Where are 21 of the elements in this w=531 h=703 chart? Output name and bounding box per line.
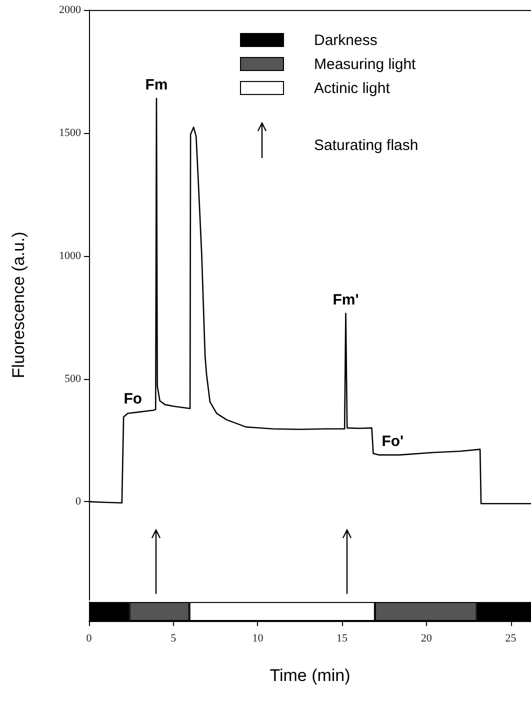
- annotation: Fm: [145, 76, 168, 94]
- x-axis-title: Time (min): [270, 666, 350, 685]
- y-tick-label: 1500: [59, 126, 82, 139]
- y-tick-label: 0: [76, 496, 82, 508]
- annotation: Fm': [332, 291, 359, 308]
- x-tick-label: 25: [505, 632, 517, 644]
- y-axis-title: Fluorescence (a.u.): [9, 232, 28, 378]
- x-tick-label: 0: [86, 632, 92, 644]
- y-tick-label: 1000: [59, 250, 82, 262]
- ref-line-label: Saturating flash: [314, 137, 418, 154]
- x-tick-label: 10: [252, 632, 264, 644]
- annotation: Fo: [124, 390, 142, 408]
- x-tick-label: 5: [170, 632, 177, 644]
- legend-label: Measuring light: [314, 56, 416, 72]
- y-tick-label: 500: [64, 372, 82, 385]
- legend-label: Actinic light: [314, 80, 390, 96]
- y-tick-label: 2000: [59, 4, 82, 16]
- legend-label: Darkness: [314, 32, 378, 48]
- annotation: Fo': [382, 432, 404, 450]
- x-tick-label: 20: [420, 632, 432, 644]
- x-tick-label: 15: [336, 632, 348, 644]
